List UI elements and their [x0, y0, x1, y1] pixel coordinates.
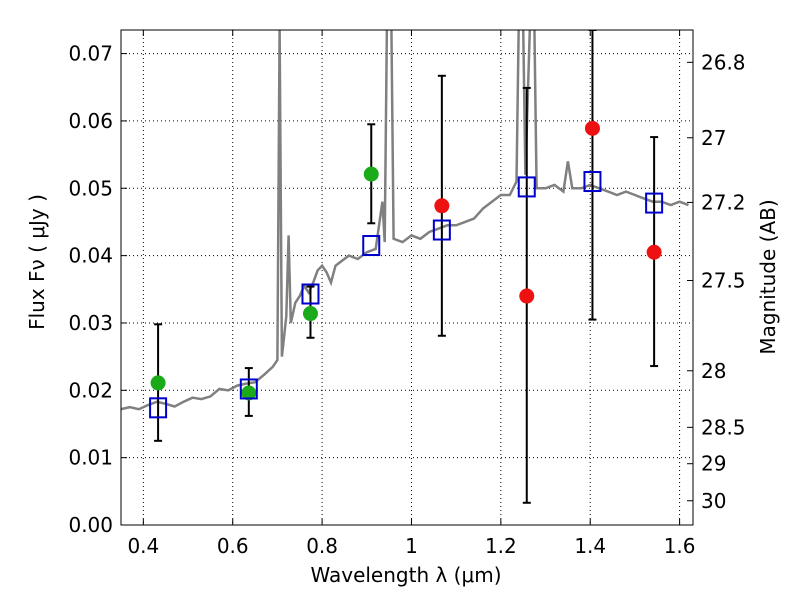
green-point	[150, 375, 166, 391]
y-tick-label: 0.03	[68, 311, 113, 335]
y-tick-label: 0.00	[68, 513, 113, 537]
x-axis-title: Wavelength λ (μm)	[310, 563, 501, 587]
y2-tick-label: 27	[701, 126, 726, 150]
x-tick-label: 0.8	[306, 534, 338, 558]
green-data-points	[150, 166, 379, 401]
y2-tick-label: 28	[701, 359, 726, 383]
y-tick-label: 0.01	[68, 446, 113, 470]
y-tick-labels: 0.00 0.01 0.02 0.03 0.04 0.05 0.06 0.07	[68, 42, 113, 537]
red-point	[646, 244, 662, 260]
model-square	[583, 171, 602, 193]
x-tick-label: 1.2	[485, 534, 517, 558]
model-square	[362, 235, 381, 257]
y-axis-title: Flux Fν ( μJy )	[25, 194, 49, 330]
model-square	[645, 192, 664, 214]
y-tick-label: 0.07	[68, 42, 113, 66]
y2-tick-label: 27.2	[701, 190, 746, 214]
y-tick-label: 0.04	[68, 244, 113, 268]
model-square	[239, 378, 258, 400]
grid-lines	[121, 30, 693, 525]
model-squares	[149, 171, 664, 419]
green-point	[302, 306, 318, 322]
green-point	[363, 166, 379, 182]
y2-tick-label: 27.5	[701, 269, 746, 293]
y2-axis-title: Magnitude (AB)	[756, 199, 780, 354]
green-point	[241, 385, 257, 401]
y2-tick-label: 28.5	[701, 415, 746, 439]
y-tick-label: 0.02	[68, 378, 113, 402]
x-tick-labels: 0.4 0.6 0.8 1 1.2 1.4 1.6	[127, 534, 695, 558]
y2-tick-label: 26.8	[701, 50, 746, 74]
axis-ticks	[121, 30, 693, 526]
plot-area	[121, 30, 689, 504]
y-tick-label: 0.06	[68, 109, 113, 133]
model-square	[432, 219, 451, 241]
red-point	[519, 288, 535, 304]
model-square	[517, 176, 536, 198]
x-tick-label: 1	[405, 534, 418, 558]
red-point	[584, 120, 600, 136]
red-data-points	[434, 120, 662, 304]
x-tick-label: 1.4	[574, 534, 606, 558]
red-point	[434, 198, 450, 214]
model-square	[301, 283, 320, 305]
y2-tick-label: 30	[701, 489, 726, 513]
model-square	[149, 397, 168, 419]
y-tick-label: 0.05	[68, 176, 113, 200]
y2-tick-labels: 26.8 27 27.2 27.5 28 28.5 29 30	[701, 50, 746, 512]
y2-tick-label: 29	[701, 452, 726, 476]
x-tick-label: 0.4	[127, 534, 159, 558]
x-tick-label: 1.6	[664, 534, 696, 558]
plot-frame	[120, 29, 694, 526]
x-tick-label: 0.6	[217, 534, 249, 558]
